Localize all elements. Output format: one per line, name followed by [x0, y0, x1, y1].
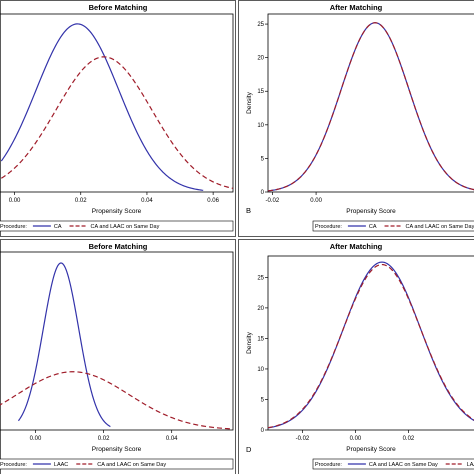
series-group — [0, 23, 233, 191]
x-tick-label: 0.02 — [403, 436, 415, 442]
x-tick-label: 0.00 — [350, 436, 362, 442]
series-line-2 — [0, 56, 233, 189]
series-line-2 — [0, 371, 233, 430]
chart-title: After Matching — [330, 3, 383, 12]
y-tick-label: 10 — [257, 123, 264, 129]
legend-title: Procedure: — [315, 462, 342, 468]
legend-entry: CA and LAAC on Same Day — [406, 224, 474, 230]
legend-entry: CA and LAAC on Same Day — [97, 462, 166, 468]
y-tick-label: 25 — [257, 22, 264, 28]
legend-title: Procedure: — [315, 224, 342, 230]
chart-title: Before Matching — [89, 3, 148, 12]
y-tick-label: 15 — [257, 89, 264, 95]
series-line-1 — [268, 261, 474, 429]
legend: Procedure: CA CA and LAAC on Same Day — [0, 220, 234, 232]
panel-letter: D — [246, 445, 252, 454]
y-tick-label: 0 — [261, 428, 265, 434]
legend-frame — [0, 220, 234, 232]
series-line-2 — [268, 263, 474, 429]
panel-frame — [0, 239, 236, 474]
panel-letter: B — [246, 206, 251, 215]
plot-frame — [267, 255, 474, 431]
series-line-1 — [17, 262, 111, 428]
y-tick-label: 5 — [261, 397, 265, 403]
y-tick-label: 5 — [261, 156, 265, 162]
x-tick-label: 0.04 — [166, 436, 178, 442]
series-line-2 — [268, 22, 474, 192]
y-tick-label: 10 — [257, 367, 264, 373]
legend: Procedure: CA CA and LAAC on Same Day — [312, 220, 474, 232]
plot-frame — [267, 13, 474, 193]
series-line-1 — [0, 23, 204, 191]
legend-entry: CA — [54, 224, 62, 230]
legend-entry: CA and LAAC on Same Day — [91, 224, 160, 230]
chart-panel-2: After Matching -0.02 0.00 0 5 10 15 20 25 Propens… — [246, 3, 474, 232]
x-tick-label: 0.04 — [141, 198, 153, 204]
legend: Procedure: LAAC CA and LAAC on Same Day — [0, 458, 234, 470]
chart-title: Before Matching — [89, 242, 148, 251]
legend: Procedure: CA and LAAC on Same Day LAAC — [312, 458, 474, 470]
plot-frame — [0, 13, 234, 193]
legend-entry: LAAC — [467, 462, 474, 468]
panel-frame — [238, 0, 474, 237]
y-tick-label: 15 — [257, 336, 264, 342]
x-tick-label: 0.00 — [9, 198, 21, 204]
x-tick-label: 0.02 — [98, 436, 110, 442]
legend-frame — [312, 458, 474, 470]
y-tick-label: 20 — [257, 56, 264, 62]
x-tick-label: 0.00 — [310, 198, 322, 204]
y-axis-label: Density — [246, 331, 253, 353]
legend-title: Procedure: — [0, 224, 27, 230]
chart-panel-3: Before Matching 0.00 0.02 0.04 Propensity Sc… — [0, 242, 234, 470]
legend-entry: CA and LAAC on Same Day — [369, 462, 438, 468]
x-tick-label: -0.02 — [296, 436, 310, 442]
x-axis-label: Propensity Score — [92, 446, 142, 453]
x-tick-label: 0.06 — [207, 198, 219, 204]
y-tick-label: 0 — [261, 190, 265, 196]
legend-title: Procedure: — [0, 462, 27, 468]
chart-panel-1: Before Matching 0.00 0.02 0.04 0.06 Propensit… — [0, 3, 234, 232]
legend-frame — [0, 458, 234, 470]
series-group — [0, 262, 233, 430]
x-tick-label: 0.02 — [75, 198, 87, 204]
series-group — [268, 261, 474, 429]
chart-panel-4: After Matching -0.02 0.00 0.02 0 5 10 15 20 25 Pro… — [246, 242, 474, 470]
legend-entry: LAAC — [54, 462, 68, 468]
x-axis-label: Propensity Score — [92, 208, 142, 215]
x-tick-label: 0.00 — [30, 436, 42, 442]
series-line-1 — [268, 22, 474, 192]
panel-frame — [0, 0, 236, 237]
chart-title: After Matching — [330, 242, 383, 251]
y-axis-label: Density — [246, 91, 253, 113]
x-tick-label: -0.02 — [266, 198, 280, 204]
y-tick-label: 25 — [257, 275, 264, 281]
x-axis-label: Propensity Score — [346, 446, 396, 453]
panel-frame — [238, 239, 474, 474]
x-axis-label: Propensity Score — [346, 208, 396, 215]
legend-entry: CA — [369, 224, 377, 230]
series-group — [268, 22, 474, 192]
plot-frame — [0, 251, 234, 431]
y-tick-label: 20 — [257, 306, 264, 312]
